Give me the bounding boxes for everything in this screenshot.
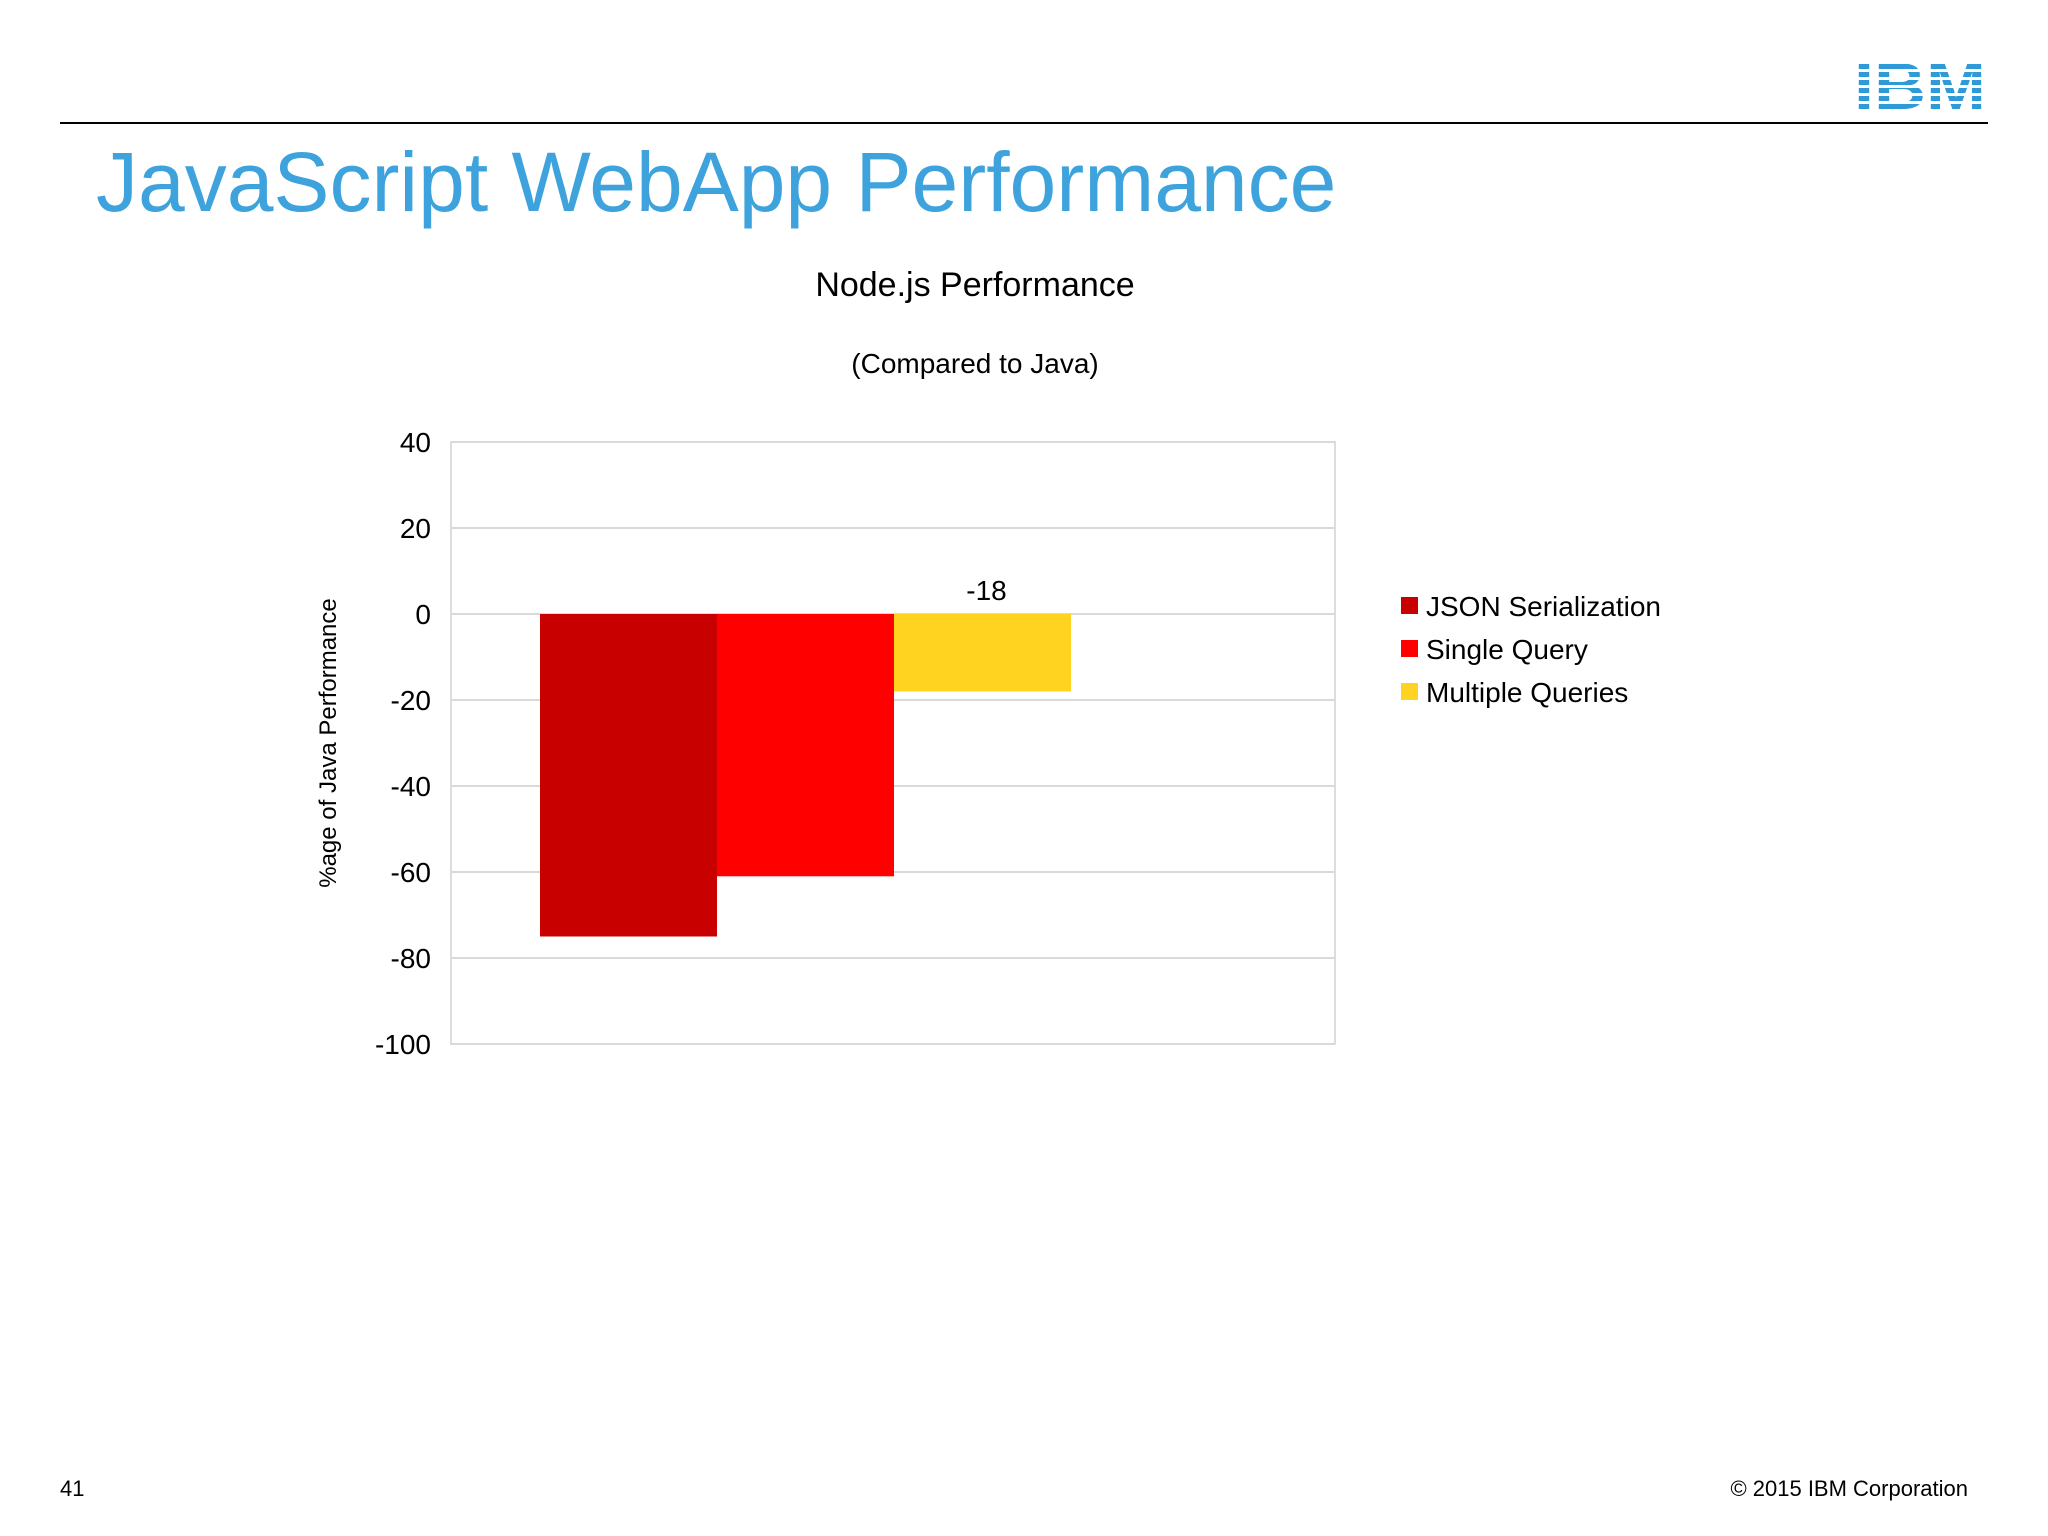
- legend-swatch: [1401, 597, 1418, 614]
- y-tick-label: 20: [400, 513, 431, 544]
- y-tick-label: -40: [391, 771, 431, 802]
- y-tick-label: -100: [375, 1029, 431, 1060]
- slide-title: JavaScript WebApp Performance: [96, 135, 1337, 229]
- copyright: © 2015 IBM Corporation: [1730, 1476, 1968, 1501]
- chart-subtitle: (Compared to Java): [851, 348, 1098, 379]
- ibm-logo: IBM: [1854, 56, 1986, 112]
- page-number: 41: [60, 1476, 85, 1501]
- y-tick-label: 0: [415, 599, 431, 630]
- y-tick-label: -60: [391, 857, 431, 888]
- bar-json-serialization: [540, 614, 717, 937]
- legend-label: Multiple Queries: [1426, 677, 1628, 708]
- data-label: -18: [966, 575, 1006, 606]
- ibm-logo-text: IBM: [1854, 56, 1986, 112]
- legend-label: Single Query: [1426, 634, 1588, 665]
- legend-swatch: [1401, 683, 1418, 700]
- bar-multiple-queries: [894, 614, 1071, 692]
- bar-single-query: [717, 614, 894, 877]
- chart-title: Node.js Performance: [815, 266, 1134, 304]
- y-tick-label: -80: [391, 943, 431, 974]
- y-axis-label: %age of Java Performance: [315, 598, 342, 888]
- y-tick-label: -20: [391, 685, 431, 716]
- legend-swatch: [1401, 640, 1418, 657]
- y-tick-label: 40: [400, 427, 431, 458]
- header-rule: [60, 122, 1988, 124]
- legend-label: JSON Serialization: [1426, 591, 1661, 622]
